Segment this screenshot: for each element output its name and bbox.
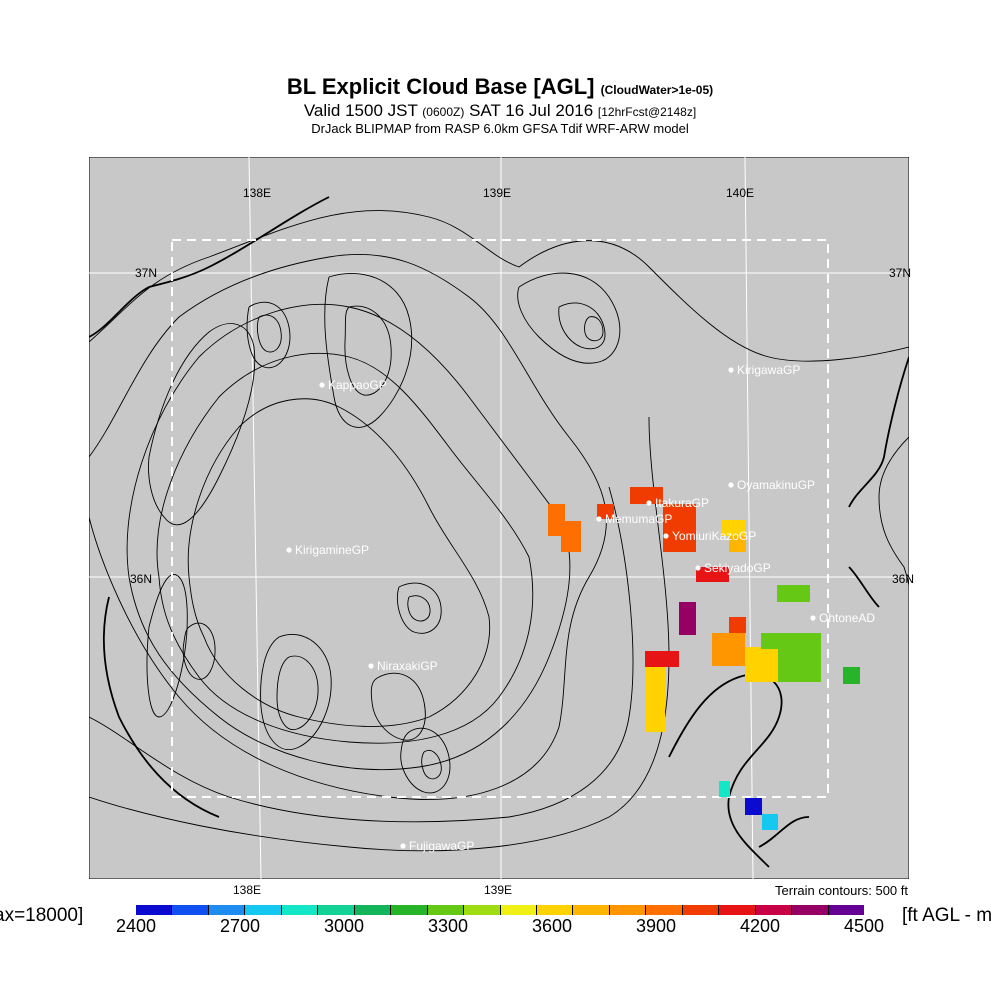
station-label: SekiyadoGP [704,561,771,575]
station-marker [810,615,816,621]
forecast-info: [12hrFcst@2148z] [597,105,697,119]
station-marker [695,565,701,571]
station-marker [728,482,734,488]
colorbar-swatch [828,905,865,915]
lon-label-138e-bottom: 138E [233,883,262,897]
station-marker [596,516,602,522]
colorbar-swatch [354,905,392,915]
colorbar-swatch [573,905,610,915]
station-marker [319,382,325,388]
colorbar-tick-label: 3300 [427,916,469,936]
colorbar-swatch [281,905,319,915]
station-label: YomiuriKazoGP [672,529,756,543]
colorbar-swatch [682,905,720,915]
station-label: KappaoGP [328,378,387,392]
station-label: FujigawaGP [409,839,474,853]
valid-date: SAT 16 Jul 2016 [469,101,594,120]
colorbar-tick-label: 4500 [843,916,885,936]
lat-label-37n-left: 37N [135,266,158,280]
station-marker [728,367,734,373]
colorbar-left-label: ax=18000] [0,905,84,926]
colorbar-swatch [755,905,793,915]
colorbar-tick-label: 2700 [219,916,261,936]
map-background [89,157,909,879]
station-layer: KappaoGP KirigawaGP OyamakinuGP ItakuraGP Me… [286,363,875,853]
lat-label-36n-right: 36N [892,572,915,586]
station-label: NiraxakiGP [377,659,438,673]
title-main: BL Explicit Cloud Base [AGL] [286,74,595,99]
station-label: KirigamineGP [295,543,369,557]
colorbar-right-label: [ft AGL - m [902,905,993,926]
colorbar-swatch [464,905,501,915]
colorbar-tick-label: 3900 [635,916,677,936]
lon-label-139e-bottom: 139E [484,883,513,897]
station-label: KirigawaGP [737,363,800,377]
terrain-contours [89,210,909,852]
valid-time: Valid 1500 JST [303,101,418,120]
station-marker [368,663,374,669]
model-line: DrJack BLIPMAP from RASP 6.0km GFSA Tdif… [311,121,689,136]
terrain-contour-note: Terrain contours: 500 ft [775,883,908,898]
colorbar-swatch [208,905,246,915]
station-label: ItakuraGP [655,496,709,510]
colorbar-tick-label: 2400 [115,916,157,936]
colorbar-swatch [172,905,209,915]
colorbar-swatch [391,905,428,915]
colorbar-swatch [719,905,756,915]
colorbar-swatch [500,905,537,915]
station-label: MemumaGP [605,512,672,526]
colorbar-swatch [318,905,355,915]
map-panel: KappaoGP KirigawaGP OyamakinuGP ItakuraGP Me… [89,157,909,879]
colorbar-swatch [792,905,829,915]
station-marker [646,500,652,506]
colorbar-tick-label: 3000 [323,916,365,936]
valid-utc: (0600Z) [422,105,465,119]
cloud-base-cells [548,487,860,830]
chart-title: BL Explicit Cloud Base [AGL] (CloudWater… [0,74,1000,100]
colorbar-swatch [136,905,173,915]
colorbar-tick-label: 4200 [739,916,781,936]
lon-label-140e-top: 140E [726,186,755,200]
colorbar-swatch [245,905,282,915]
station-label: OyamakinuGP [737,478,815,492]
lat-label-37n-right: 37N [889,266,912,280]
valid-line: Valid 1500 JST (0600Z) SAT 16 Jul 2016 [… [0,101,1000,121]
colorbar-tick-label: 3600 [531,916,573,936]
station-marker [286,547,292,553]
lon-label-139e-top: 139E [483,186,512,200]
colorbar [136,905,865,915]
station-marker [400,843,406,849]
lon-label-138e-top: 138E [243,186,272,200]
station-label: OhtoneAD [819,611,875,625]
title-sub: (CloudWater>1e-05) [600,83,714,97]
lat-label-36n-left: 36N [130,572,153,586]
colorbar-swatch [536,905,574,915]
station-marker [663,533,669,539]
coastline [89,196,909,868]
colorbar-swatch [609,905,647,915]
colorbar-swatch [646,905,683,915]
colorbar-swatch [427,905,465,915]
domain-box [171,239,829,798]
